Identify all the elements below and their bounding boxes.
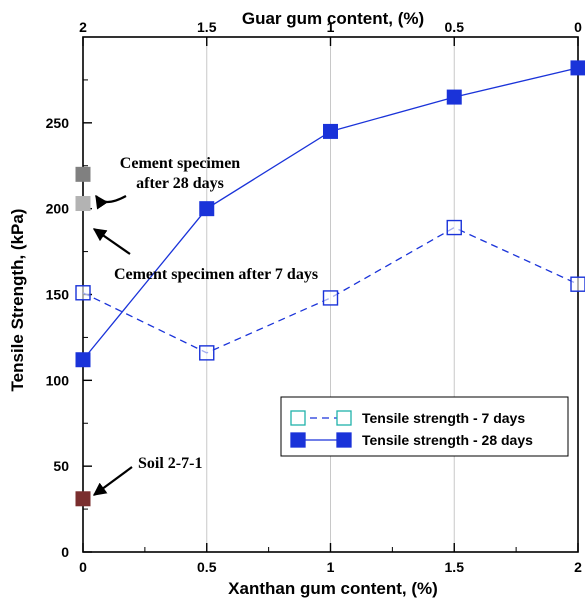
y-tick-label: 200	[46, 201, 70, 217]
y-axis-title: Tensile Strength, (kPa)	[8, 209, 27, 392]
data-point	[446, 89, 462, 105]
reference-point	[75, 196, 91, 212]
annotation-line: Cement specimen	[120, 155, 241, 172]
annotation-line: after 28 days	[136, 175, 224, 192]
x2-tick-label: 1.5	[197, 19, 217, 35]
reference-point	[75, 166, 91, 182]
series-layer	[75, 60, 585, 368]
legend-box	[280, 396, 569, 457]
legend: Tensile strength - 7 days Tensile strengt…	[280, 396, 569, 457]
x-tick-label: 0.5	[197, 559, 217, 575]
annotation-arrow-28-days	[95, 194, 127, 210]
series-line-1	[82, 226, 579, 354]
y-tick-label: 0	[61, 544, 69, 560]
x2-tick-label: 1	[327, 19, 335, 35]
y-tick-label: 50	[53, 458, 69, 474]
data-point	[446, 219, 462, 236]
data-point	[323, 123, 338, 139]
legend-label: Tensile strength - 28 days	[362, 432, 533, 448]
y-tick-label: 100	[46, 372, 70, 388]
y-tick-label: 250	[46, 115, 70, 131]
annotation-arrow-7-days	[92, 228, 131, 255]
data-point	[75, 352, 91, 368]
x-tick-label: 0	[79, 559, 87, 575]
legend-marker	[336, 432, 352, 448]
annotation-cement-28-days: Cement specimen after 28 days	[120, 155, 241, 192]
x-tick-label: 1	[327, 559, 335, 575]
x-tick-label: 2	[574, 559, 582, 575]
data-point	[322, 290, 339, 306]
annotation-soil: Soil 2-7-1	[138, 455, 202, 472]
annotation-arrow-soil	[92, 466, 133, 496]
legend-label: Tensile strength - 7 days	[362, 410, 525, 426]
legend-marker	[290, 410, 306, 426]
legend-marker	[336, 410, 352, 426]
data-point	[199, 201, 215, 217]
x2-tick-label: 2	[79, 19, 87, 35]
x-tick-label: 1.5	[445, 559, 465, 575]
x2-tick-label: 0	[574, 19, 582, 35]
data-point	[570, 60, 585, 76]
annotation-cement-7-days: Cement specimen after 7 days	[114, 266, 318, 283]
data-point	[75, 285, 91, 301]
y-tick-label: 150	[46, 287, 70, 303]
data-point	[199, 345, 215, 361]
x2-axis-title: Guar gum content, (%)	[242, 9, 424, 28]
legend-marker	[290, 432, 306, 448]
reference-point	[75, 491, 91, 507]
x-axis-title: Xanthan gum content, (%)	[228, 579, 438, 598]
data-point	[570, 276, 585, 292]
x2-tick-label: 0.5	[445, 19, 465, 35]
